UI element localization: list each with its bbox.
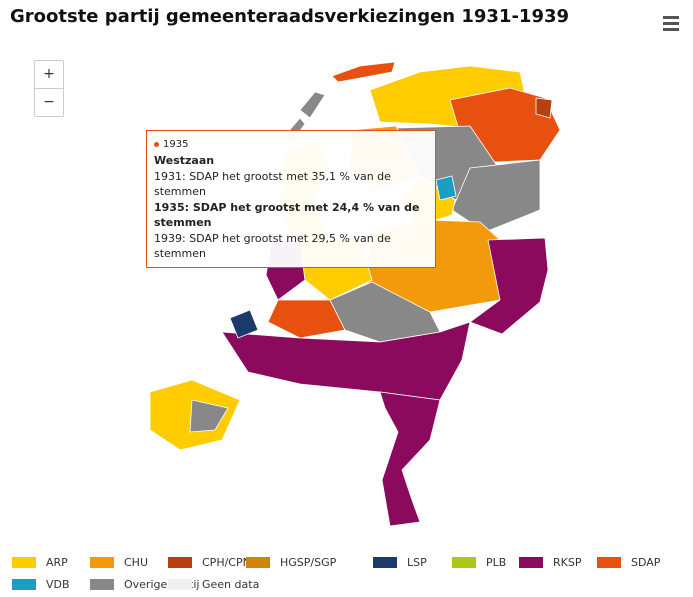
legend-swatch bbox=[168, 579, 192, 590]
tooltip-line: 1935: SDAP het grootst met 24,4 % van de… bbox=[154, 200, 429, 231]
legend-item[interactable]: SDAP bbox=[597, 556, 660, 569]
region bbox=[435, 175, 457, 201]
municipality-name: Westzaan bbox=[154, 154, 215, 168]
tooltip-line: 1939: SDAP het grootst met 29,5 % van de… bbox=[154, 231, 391, 261]
legend-item[interactable]: RKSP bbox=[519, 556, 581, 569]
zoom-in[interactable]: + bbox=[43, 66, 55, 82]
legend-item[interactable]: CPH/CPN bbox=[168, 556, 251, 569]
legend-swatch bbox=[246, 557, 270, 568]
legend-item[interactable]: LSP bbox=[373, 556, 427, 569]
legend-label: SDAP bbox=[631, 556, 661, 569]
menu-button[interactable] bbox=[663, 16, 679, 34]
legend-item[interactable]: ARP bbox=[12, 556, 68, 569]
legend-label: RKSP bbox=[553, 556, 582, 569]
legend-swatch bbox=[452, 557, 476, 568]
tooltip: 1935 Westzaan 1931: SDAP het grootst met… bbox=[146, 130, 436, 268]
title: Grootste partij gemeenteraadsverkiezinge… bbox=[10, 6, 570, 27]
legend-label: CHU bbox=[124, 556, 149, 569]
legend-swatch bbox=[168, 557, 192, 568]
legend-label: ARP bbox=[46, 556, 68, 569]
region bbox=[229, 309, 259, 339]
region bbox=[331, 61, 396, 83]
region bbox=[469, 237, 549, 335]
legend-swatch bbox=[519, 557, 543, 568]
tooltip-municipality: Westzaan bbox=[154, 153, 429, 169]
legend-label: PLB bbox=[486, 556, 507, 569]
dot bbox=[154, 142, 159, 148]
tooltip-year: 1935 bbox=[163, 139, 189, 150]
legend-swatch bbox=[597, 557, 621, 568]
tooltip-year-row: 1935 bbox=[154, 137, 429, 153]
legend-item[interactable]: VDB bbox=[12, 578, 70, 591]
legend-swatch bbox=[90, 579, 114, 590]
legend-swatch bbox=[90, 557, 114, 568]
legend-label: VDB bbox=[46, 578, 70, 591]
region bbox=[267, 299, 346, 339]
zoom-out[interactable]: − bbox=[35, 88, 63, 116]
legend-swatch bbox=[12, 579, 36, 590]
region bbox=[379, 391, 441, 527]
zoom-control: + − bbox=[34, 60, 64, 117]
region bbox=[189, 399, 229, 433]
legend-label: HGSP/SGP bbox=[280, 556, 337, 569]
tooltip-line: 1931: SDAP het grootst met 35,1 % van de… bbox=[154, 169, 391, 199]
tooltip-line-bold: 1935: SDAP het grootst met 24,4 % van de… bbox=[154, 200, 420, 230]
region bbox=[221, 321, 471, 401]
legend-swatch bbox=[373, 557, 397, 568]
legend-label: LSP bbox=[407, 556, 427, 569]
region bbox=[451, 159, 541, 233]
legend-label: Geen data bbox=[202, 578, 260, 591]
legend-item[interactable]: CHU bbox=[90, 556, 148, 569]
legend-item[interactable]: Geen data bbox=[168, 578, 259, 591]
legend-label: CPH/CPN bbox=[202, 556, 251, 569]
region bbox=[299, 91, 326, 119]
legend-swatch bbox=[12, 557, 36, 568]
legend-item[interactable]: HGSP/SGP bbox=[246, 556, 336, 569]
legend-item[interactable]: PLB bbox=[452, 556, 506, 569]
region bbox=[535, 97, 553, 119]
